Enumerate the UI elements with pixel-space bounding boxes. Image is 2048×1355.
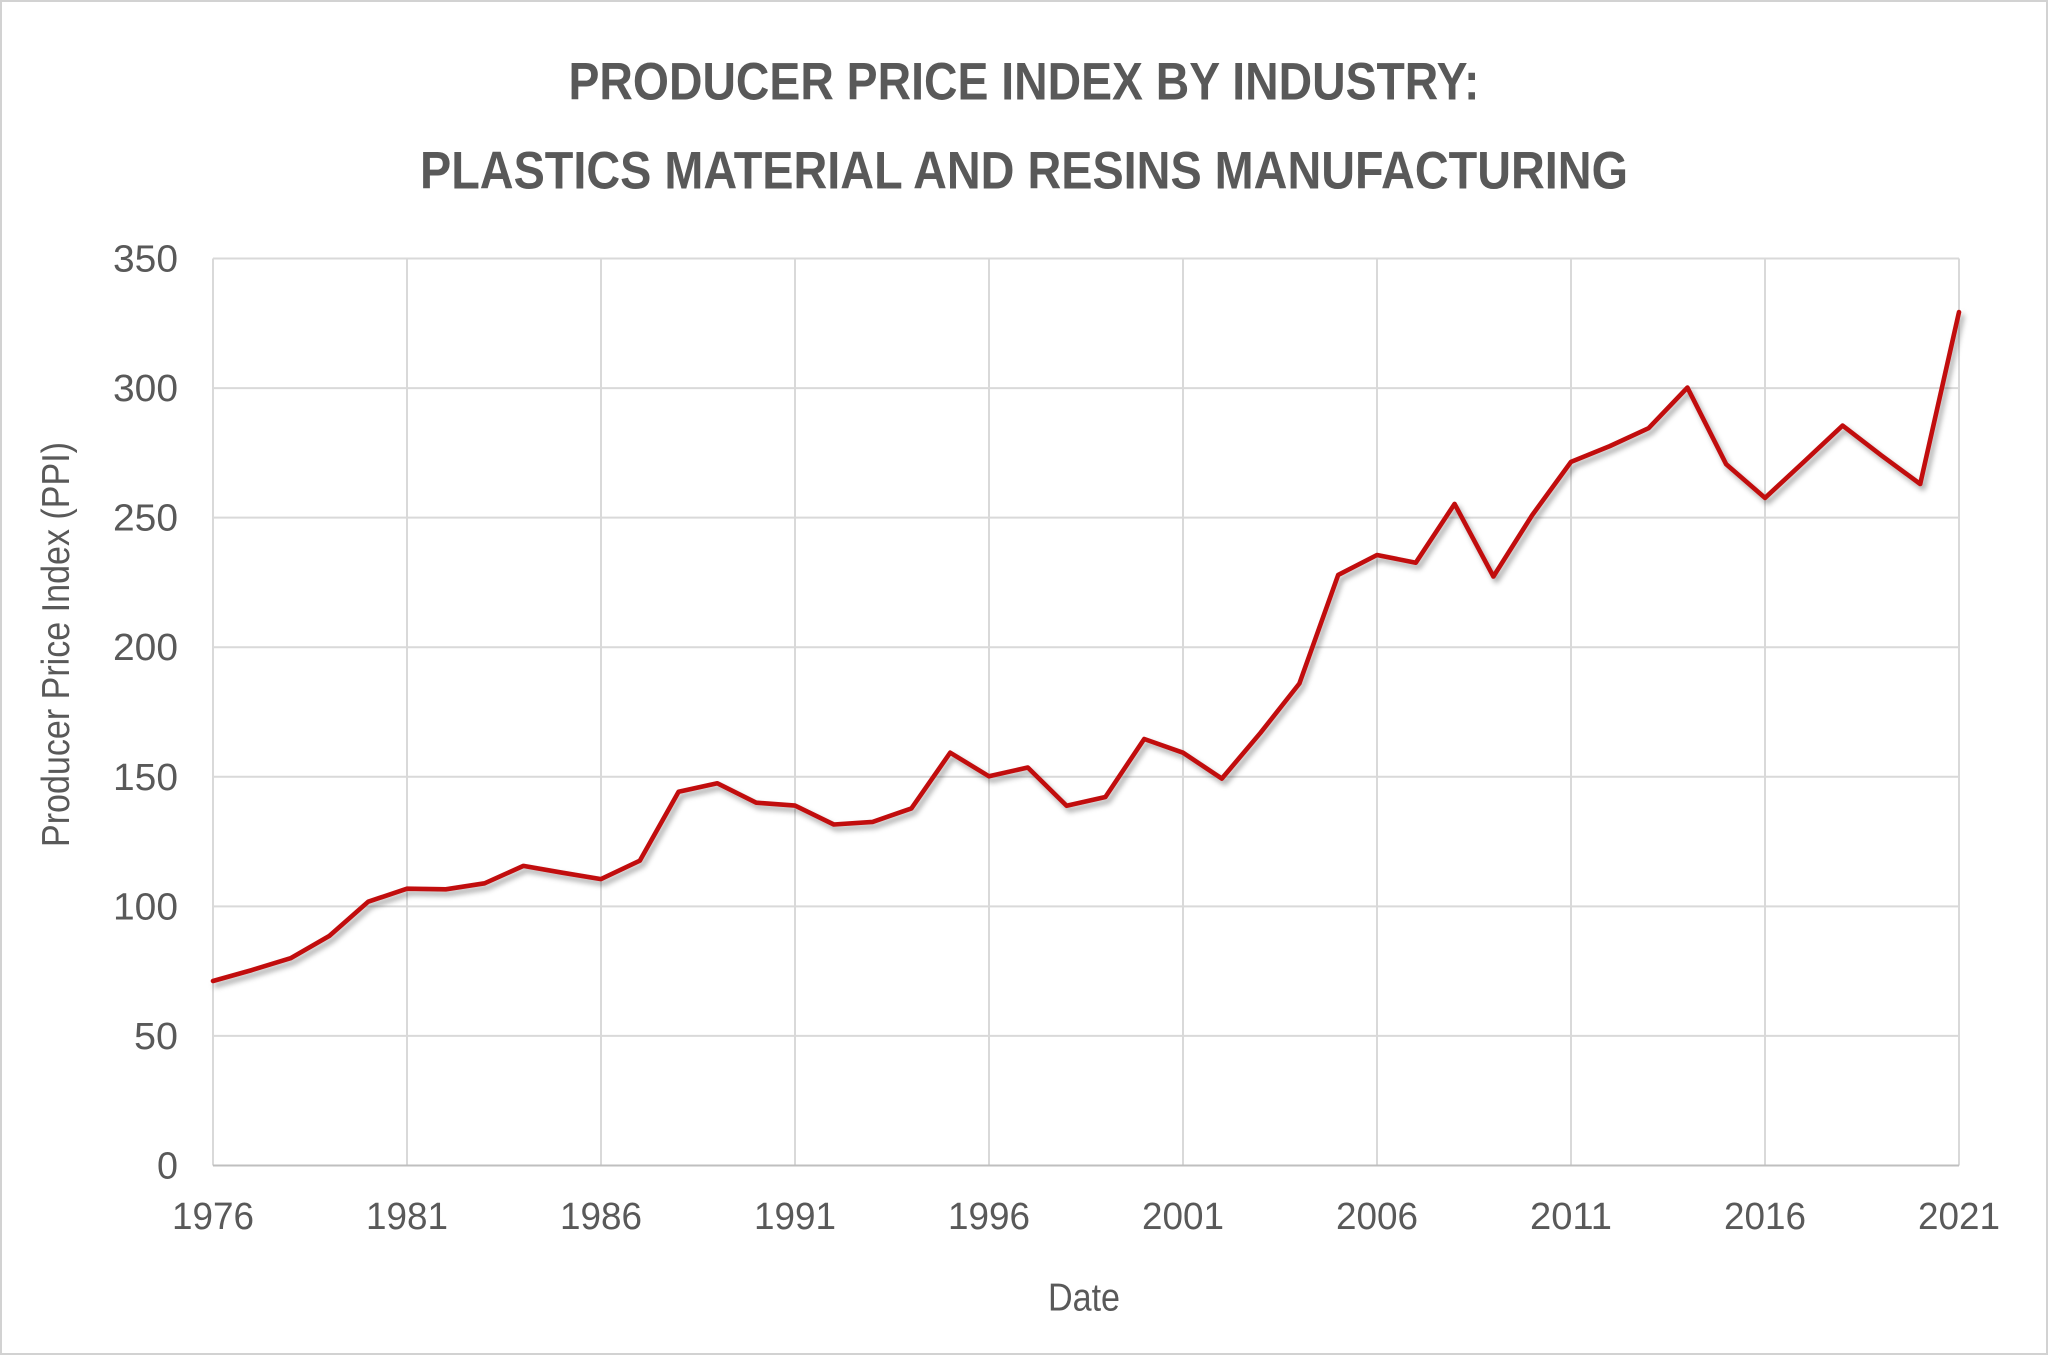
svg-text:1981: 1981 (366, 1196, 448, 1238)
svg-text:PRODUCER PRICE INDEX BY INDUST: PRODUCER PRICE INDEX BY INDUSTRY: (569, 53, 1480, 112)
svg-text:150: 150 (113, 757, 178, 799)
svg-text:0: 0 (157, 1146, 178, 1188)
svg-text:200: 200 (113, 627, 178, 669)
svg-text:50: 50 (134, 1016, 178, 1058)
svg-text:2001: 2001 (1142, 1196, 1224, 1238)
svg-text:PLASTICS MATERIAL AND RESINS M: PLASTICS MATERIAL AND RESINS MANUFACTURI… (420, 141, 1628, 200)
svg-text:2011: 2011 (1530, 1196, 1612, 1238)
svg-text:Date: Date (1048, 1277, 1120, 1320)
svg-text:1996: 1996 (948, 1196, 1030, 1238)
svg-text:1976: 1976 (172, 1196, 254, 1238)
svg-text:250: 250 (113, 498, 178, 540)
svg-text:300: 300 (113, 368, 178, 410)
svg-text:350: 350 (113, 239, 178, 281)
svg-text:Producer Price Index (PPI): Producer Price Index (PPI) (35, 442, 78, 847)
svg-text:100: 100 (113, 886, 178, 928)
svg-text:1986: 1986 (560, 1196, 642, 1238)
svg-text:1991: 1991 (754, 1196, 836, 1238)
svg-text:2016: 2016 (1724, 1196, 1806, 1238)
svg-text:2006: 2006 (1336, 1196, 1418, 1238)
svg-text:2021: 2021 (1918, 1196, 2000, 1238)
